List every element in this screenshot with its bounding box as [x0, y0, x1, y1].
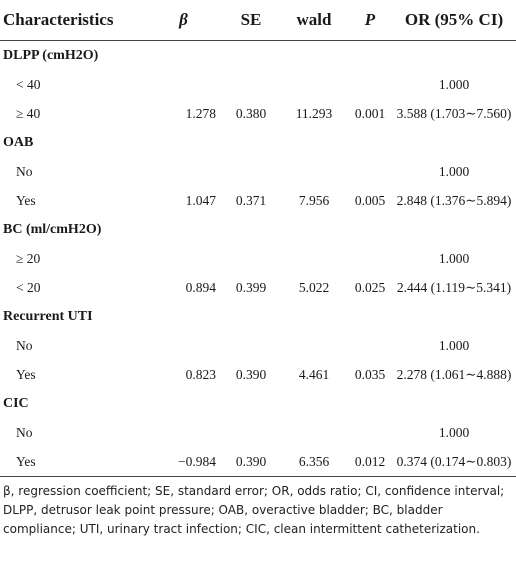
characteristic-cell: Yes [16, 453, 36, 469]
beta-cell: 1.278 [185, 105, 216, 121]
characteristic-cell: < 40 [16, 76, 41, 92]
characteristic-cell: No [16, 424, 33, 440]
or-ci-cell: 3.588 (1.703∼7.560) [396, 105, 512, 121]
table-row: Yes 0.823 0.390 4.461 0.035 2.278 (1.061∼4.88… [0, 360, 516, 389]
wald-cell: 7.956 [298, 192, 330, 208]
or-ci-cell: 2.278 (1.061∼4.888) [396, 366, 512, 382]
se-cell: 0.399 [235, 279, 267, 295]
table-row: No 1.000 [0, 157, 516, 186]
header-p: P [364, 10, 376, 29]
or-ci-cell: 2.444 (1.119∼5.341) [396, 279, 512, 295]
beta-cell: 1.047 [185, 192, 216, 208]
se-cell: 0.390 [235, 453, 267, 469]
table-group-row: CIC [0, 389, 516, 418]
table-group-row: DLPP (cmH2O) [0, 41, 516, 70]
se-cell: 0.380 [235, 105, 267, 121]
characteristic-cell: Yes [16, 192, 36, 208]
characteristic-cell: BC (ml/cmH2O) [3, 221, 102, 237]
or-ci-cell: 1.000 [438, 76, 470, 92]
characteristic-cell: ≥ 40 [16, 105, 41, 121]
table-row: Yes 1.047 0.371 7.956 0.005 2.848 (1.376∼5.89… [0, 186, 516, 215]
characteristic-cell: < 20 [16, 279, 41, 295]
se-cell: 0.390 [235, 366, 267, 382]
table-row: ≥ 40 1.278 0.380 11.293 0.001 3.588 (1.703∼7.… [0, 99, 516, 128]
table-group-row: BC (ml/cmH2O) [0, 215, 516, 244]
characteristic-cell: No [16, 163, 33, 179]
or-ci-cell: 1.000 [438, 424, 470, 440]
wald-cell: 6.356 [298, 453, 330, 469]
header-or-ci: OR (95% CI) [404, 10, 504, 29]
or-ci-cell: 1.000 [438, 163, 470, 179]
table-group-row: Recurrent UTI [0, 302, 516, 331]
header-wald: wald [296, 10, 332, 29]
characteristic-cell: DLPP (cmH2O) [3, 47, 99, 63]
p-cell: 0.035 [354, 366, 386, 382]
p-cell: 0.025 [354, 279, 386, 295]
table-row: ≥ 20 1.000 [0, 244, 516, 273]
or-ci-cell: 2.848 (1.376∼5.894) [396, 192, 512, 208]
or-ci-cell: 0.374 (0.174∼0.803) [396, 453, 512, 469]
table-footnote: β, regression coefficient; SE, standard … [3, 484, 505, 536]
table-group-row: OAB [0, 128, 516, 157]
beta-cell: 0.894 [185, 279, 216, 295]
regression-table: Characteristics β SE wald P OR (95% CI) … [0, 0, 516, 477]
wald-cell: 5.022 [298, 279, 330, 295]
or-ci-cell: 1.000 [438, 250, 470, 266]
characteristic-cell: No [16, 337, 33, 353]
header-divider [0, 40, 516, 41]
header-se: SE [240, 10, 262, 29]
table-bottom-divider [0, 476, 516, 477]
characteristic-cell: OAB [3, 134, 34, 150]
characteristic-cell: Recurrent UTI [3, 308, 93, 324]
table-header-row: Characteristics β SE wald P OR (95% CI) [0, 0, 516, 40]
wald-cell: 4.461 [298, 366, 330, 382]
header-beta: β [179, 10, 188, 29]
table-row: Yes −0.984 0.390 6.356 0.012 0.374 (0.174∼0.8… [0, 447, 516, 476]
p-cell: 0.012 [354, 453, 386, 469]
header-characteristics: Characteristics [3, 10, 114, 29]
characteristic-cell: CIC [3, 395, 29, 411]
p-cell: 0.001 [354, 105, 386, 121]
characteristic-cell: ≥ 20 [16, 250, 41, 266]
table-row: < 40 1.000 [0, 70, 516, 99]
wald-cell: 11.293 [295, 105, 333, 121]
se-cell: 0.371 [235, 192, 267, 208]
beta-cell: 0.823 [185, 366, 216, 382]
p-cell: 0.005 [354, 192, 386, 208]
or-ci-cell: 1.000 [438, 337, 470, 353]
table-body: DLPP (cmH2O) < 40 1.000 ≥ 40 1.278 0.380 11.29… [0, 41, 516, 476]
table-row: No 1.000 [0, 331, 516, 360]
table-row: < 20 0.894 0.399 5.022 0.025 2.444 (1.119∼5.3… [0, 273, 516, 302]
characteristic-cell: Yes [16, 366, 36, 382]
beta-cell: −0.984 [178, 453, 216, 469]
table-row: No 1.000 [0, 418, 516, 447]
